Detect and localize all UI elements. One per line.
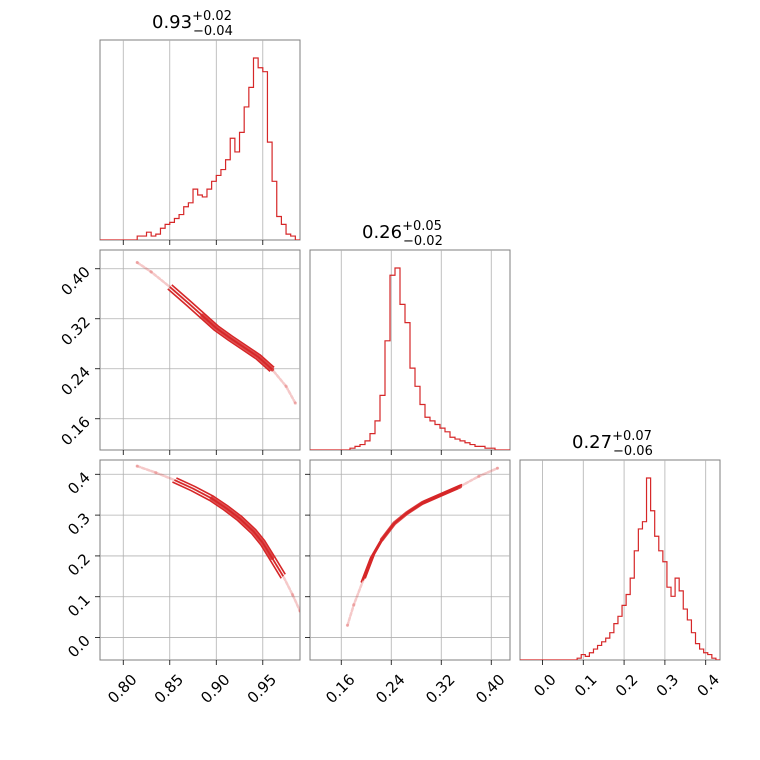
histogram-line-0 <box>100 57 300 240</box>
scatter-grid <box>100 460 300 660</box>
scatter-panel-1-2 <box>309 459 511 661</box>
y-tick-label: 0.1 <box>64 591 94 621</box>
x-tick-label: 0.2 <box>612 671 642 701</box>
x-tick-label: 0.85 <box>151 671 187 707</box>
x-tick-label: 0.24 <box>372 671 408 707</box>
x-tick-label: 0.95 <box>244 671 280 707</box>
contour-line <box>172 481 282 579</box>
y-tick-label: 0.16 <box>57 413 93 449</box>
scatter-point <box>477 474 481 478</box>
contour-core <box>209 496 275 560</box>
x-tick-label: 0.40 <box>472 671 508 707</box>
x-tick-label: 0.16 <box>322 671 358 707</box>
contour-line <box>176 477 286 575</box>
x-tick-label: 0.80 <box>104 671 140 707</box>
y-tick-label: 0.3 <box>64 509 94 539</box>
y-tick-label: 0.40 <box>57 263 93 299</box>
scatter-point <box>135 464 139 468</box>
scatter-point <box>135 260 139 265</box>
scatter-point <box>290 593 295 597</box>
contour-core <box>200 313 275 372</box>
x-tick-label: 0.90 <box>197 671 233 707</box>
hist-panel-0 <box>99 39 301 241</box>
scatter-grid <box>100 250 300 450</box>
y-tick-label: 0.32 <box>57 313 93 349</box>
hist-grid <box>122 40 264 240</box>
scatter-contours <box>135 464 300 613</box>
hist-panel-2 <box>519 459 721 661</box>
x-tick-label: 0.4 <box>693 671 723 701</box>
panel-title-0: 0.93+0.02 −0.04 <box>152 9 233 39</box>
scatter-point <box>293 401 297 405</box>
panel-title-2: 0.27+0.07 −0.06 <box>572 429 653 459</box>
y-tick-label: 0.2 <box>64 550 94 580</box>
hist-grid <box>340 250 492 450</box>
histogram-line-1 <box>310 267 510 450</box>
x-tick-label: 0.1 <box>571 671 601 701</box>
scatter-point <box>149 270 153 274</box>
contour-line <box>167 288 271 372</box>
x-tick-label: 0.0 <box>530 671 560 701</box>
y-tick-label: 0.4 <box>64 468 94 498</box>
scatter-panel-0-1 <box>99 249 301 451</box>
y-tick-label: 0.24 <box>57 363 93 399</box>
scatter-point <box>352 603 356 607</box>
scatter-contours <box>135 260 297 405</box>
scatter-panel-0-2 <box>99 459 301 661</box>
scatter-point <box>284 384 288 388</box>
hist-grid <box>542 460 707 660</box>
x-tick-label: 0.3 <box>653 671 683 701</box>
contour-core <box>379 484 462 542</box>
histogram-line-2 <box>520 477 720 660</box>
scatter-point <box>345 623 350 627</box>
scatter-point <box>298 609 300 613</box>
contour-line <box>171 284 275 368</box>
x-tick-label: 0.32 <box>422 671 458 707</box>
scatter-contours <box>345 466 500 627</box>
scatter-grid <box>310 460 510 660</box>
panel-title-1: 0.26+0.05 −0.02 <box>362 219 443 249</box>
scatter-point <box>495 466 500 470</box>
scatter-point <box>154 471 158 475</box>
y-tick-label: 0.0 <box>64 632 94 662</box>
